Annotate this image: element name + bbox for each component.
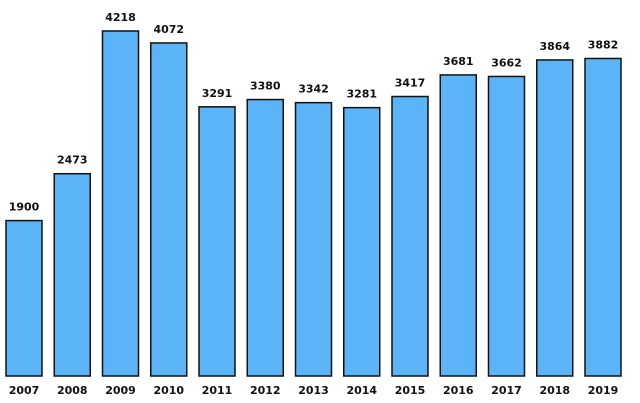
x-tick-label: 2015 [395,384,426,397]
x-tick-label: 2009 [105,384,136,397]
x-tick-label: 2010 [153,384,184,397]
value-label: 3417 [395,77,426,90]
value-label: 3342 [298,83,329,96]
value-label: 3281 [346,88,377,101]
value-label: 3291 [202,87,233,100]
x-tick-label: 2016 [443,384,474,397]
x-tick-label: 2012 [250,384,281,397]
bar [294,101,333,377]
bar [343,106,381,377]
bar [536,59,574,377]
bar [101,30,140,377]
value-label: 3380 [250,80,281,93]
x-tick-label: 2013 [298,384,329,397]
x-tick-label: 2018 [539,384,570,397]
value-label: 2473 [57,154,88,167]
bar [584,57,622,377]
value-label: 3864 [539,40,570,53]
x-tick-label: 2014 [346,384,377,397]
value-label: 3681 [443,55,474,68]
x-tick-label: 2007 [9,384,40,397]
bar [198,106,236,377]
bar [391,95,429,377]
x-tick-label: 2019 [588,384,619,397]
value-label: 4218 [105,11,136,24]
value-label: 4072 [153,23,184,36]
bar [246,98,284,377]
x-tick-label: 2017 [491,384,522,397]
value-label: 3882 [588,38,619,51]
bar [439,74,477,377]
x-tick-label: 2008 [57,384,88,397]
value-label: 3662 [491,56,522,69]
value-label: 1900 [9,201,40,214]
bar [487,75,526,377]
x-tick-label: 2011 [202,384,233,397]
bar [5,219,43,377]
bar [150,42,188,377]
bar [53,172,91,377]
